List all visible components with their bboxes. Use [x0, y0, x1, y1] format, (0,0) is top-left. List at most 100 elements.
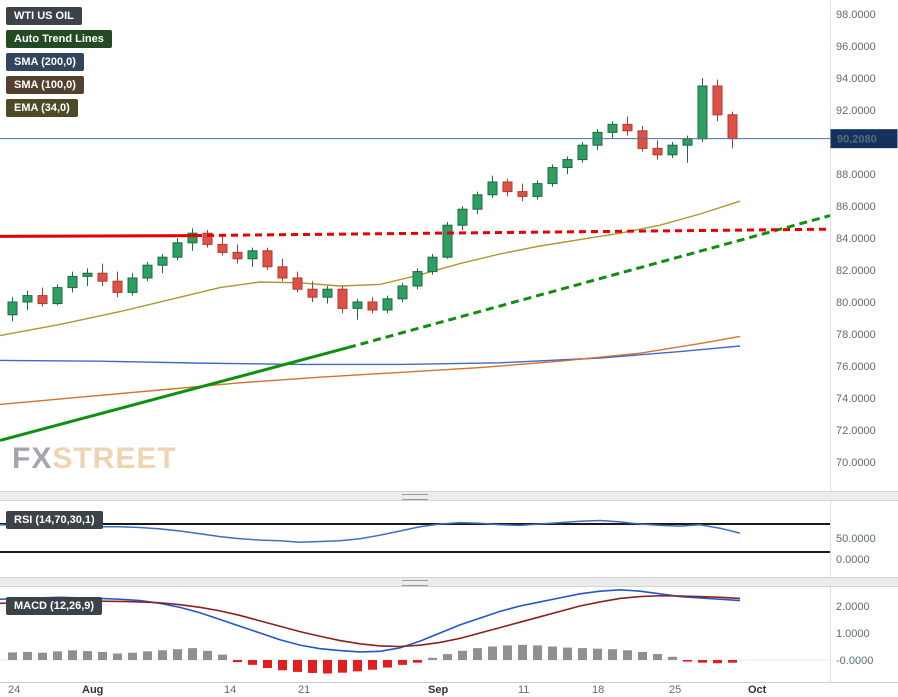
- candlestick: [502, 178, 513, 197]
- candlestick: [427, 254, 438, 275]
- candlestick: [142, 262, 153, 282]
- panel-splitter-rsi[interactable]: [0, 491, 898, 501]
- watermark-street: STREET: [52, 442, 177, 475]
- candlestick: [112, 271, 123, 298]
- candlestick: [577, 142, 588, 163]
- svg-text:0.0000: 0.0000: [836, 554, 870, 566]
- svg-text:50.0000: 50.0000: [836, 533, 876, 545]
- time-axis-label: 18: [592, 684, 605, 696]
- time-axis-label: 14: [224, 684, 237, 696]
- fxstreet-watermark: FXSTREET: [12, 442, 177, 476]
- time-axis-label: 21: [298, 684, 311, 696]
- candlestick: [727, 111, 738, 149]
- svg-text:80.0000: 80.0000: [836, 297, 876, 309]
- candlestick: [232, 244, 243, 264]
- current-price-badge: 90.2080: [830, 129, 898, 149]
- panel-splitter-macd[interactable]: [0, 577, 898, 587]
- rsi-panel[interactable]: 50.0000 0.0000 RSI (14,70,30,1): [0, 501, 898, 577]
- candlestick: [397, 282, 408, 302]
- candlestick: [442, 222, 453, 259]
- rsi-line: [0, 519, 741, 543]
- candlestick: [157, 254, 168, 274]
- svg-text:90.2080: 90.2080: [837, 134, 877, 146]
- indicator-badge-sma200[interactable]: SMA (200,0): [6, 53, 84, 71]
- sma100-line: [0, 335, 741, 406]
- splitter-grip-icon: [402, 494, 428, 500]
- time-axis-label: Aug: [82, 684, 104, 696]
- candlestick: [127, 273, 138, 296]
- candlestick: [52, 284, 63, 306]
- candlestick: [667, 142, 678, 158]
- candlestick: [697, 78, 708, 142]
- candlestick: [262, 247, 273, 270]
- svg-text:78.0000: 78.0000: [836, 329, 876, 341]
- indicator-badge-auto-trend-lines[interactable]: Auto Trend Lines: [6, 30, 112, 48]
- svg-text:84.0000: 84.0000: [836, 233, 876, 245]
- candlestick: [712, 79, 723, 122]
- svg-text:76.0000: 76.0000: [836, 361, 876, 373]
- candlestick: [367, 297, 378, 314]
- resistance-trend-line[interactable]: [0, 227, 831, 238]
- watermark-fx: FX: [12, 442, 53, 475]
- splitter-grip-icon: [402, 580, 428, 586]
- macd-line: [0, 588, 741, 653]
- indicator-badge-ema34[interactable]: EMA (34,0): [6, 99, 78, 117]
- candlestick: [472, 191, 483, 214]
- candlestick: [202, 230, 213, 248]
- candlestick: [592, 129, 603, 150]
- legend: WTI US OIL Auto Trend Lines SMA (200,0) …: [6, 7, 112, 117]
- svg-text:1.0000: 1.0000: [836, 628, 870, 640]
- candlestick: [457, 206, 468, 230]
- candlestick: [307, 281, 318, 302]
- svg-text:70.0000: 70.0000: [836, 457, 876, 469]
- svg-text:2.0000: 2.0000: [836, 601, 870, 613]
- candlestick: [82, 268, 93, 286]
- rsi-axis[interactable]: 50.0000 0.0000: [836, 533, 876, 566]
- time-axis[interactable]: 24 Aug 14 21 Sep 11 18 25 Oct: [0, 682, 898, 697]
- candlestick: [487, 175, 498, 198]
- support-trend-line[interactable]: [0, 214, 831, 442]
- price-panel[interactable]: 98.000096.000094.000092.000090.000088.00…: [0, 0, 898, 491]
- main-chart-canvas[interactable]: 98.000096.000094.000092.000090.000088.00…: [0, 0, 898, 491]
- candlestick: [322, 286, 333, 304]
- svg-text:74.0000: 74.0000: [836, 393, 876, 405]
- candlestick: [22, 290, 33, 310]
- candlestick: [352, 298, 363, 320]
- candlestick: [547, 164, 558, 187]
- candlestick: [652, 140, 663, 160]
- time-axis-label: Oct: [748, 684, 767, 696]
- svg-text:92.0000: 92.0000: [836, 105, 876, 117]
- candlestick: [517, 183, 528, 202]
- svg-text:82.0000: 82.0000: [836, 265, 876, 277]
- candles-layer: [7, 78, 738, 322]
- time-axis-label: 11: [518, 684, 530, 696]
- macd-badge[interactable]: MACD (12,26,9): [6, 597, 103, 615]
- candlestick: [292, 271, 303, 293]
- candlestick: [7, 297, 18, 322]
- rsi-chart-canvas[interactable]: 50.0000 0.0000: [0, 501, 898, 577]
- indicator-badge-sma100[interactable]: SMA (100,0): [6, 76, 84, 94]
- auto-trend-lines-layer: [0, 214, 831, 442]
- candlestick: [607, 121, 618, 139]
- candlestick: [532, 180, 543, 200]
- symbol-badge[interactable]: WTI US OIL: [6, 7, 82, 25]
- sma200-line: [0, 345, 741, 366]
- ema34-line: [0, 200, 741, 337]
- macd-histogram: [8, 644, 737, 674]
- candlestick: [97, 263, 108, 286]
- svg-text:94.0000: 94.0000: [836, 73, 876, 85]
- time-axis-label: 24: [8, 684, 21, 696]
- svg-text:88.0000: 88.0000: [836, 169, 876, 181]
- candlestick: [337, 286, 348, 314]
- rsi-badge[interactable]: RSI (14,70,30,1): [6, 511, 103, 529]
- time-axis-label: Sep: [428, 684, 449, 696]
- rsi-level-lines: [0, 523, 830, 553]
- macd-chart-canvas[interactable]: 2.0000 1.0000 -0.0000: [0, 587, 898, 682]
- macd-axis[interactable]: 2.0000 1.0000 -0.0000: [836, 601, 873, 667]
- candlestick: [67, 271, 78, 293]
- macd-panel[interactable]: 2.0000 1.0000 -0.0000 MACD (12,26,9): [0, 587, 898, 682]
- price-axis[interactable]: 98.000096.000094.000092.000090.000088.00…: [830, 0, 876, 491]
- candlestick: [217, 234, 228, 256]
- macd-signal-line: [0, 594, 741, 648]
